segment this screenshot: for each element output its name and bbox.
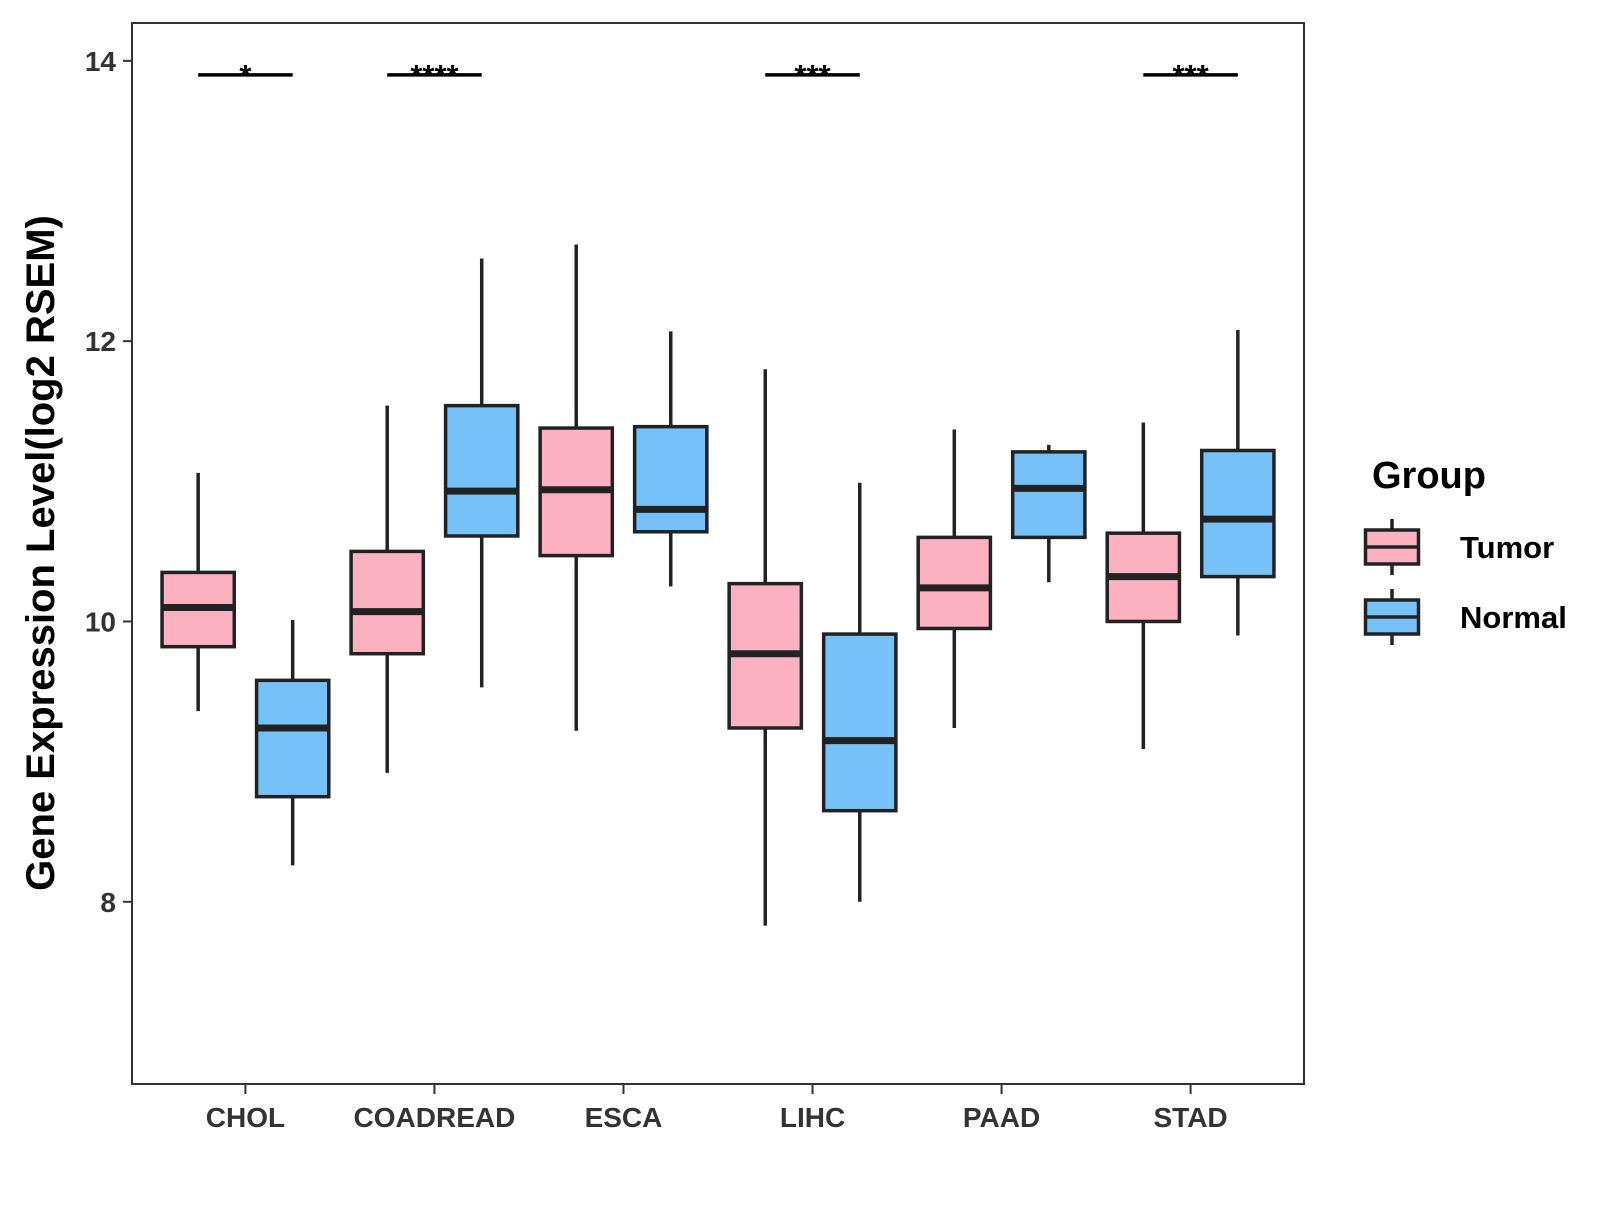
- box-iqr: [1010, 450, 1087, 540]
- x-tick-label: CHOL: [206, 1102, 285, 1133]
- box-tumor-paad: [916, 429, 993, 728]
- box-iqr: [1199, 448, 1276, 579]
- box-normal-paad: [1010, 444, 1087, 583]
- legend-title: Group: [1372, 455, 1486, 497]
- box-normal-coadread: [443, 258, 520, 688]
- x-tick-label: ESCA: [585, 1102, 663, 1133]
- significance-label: ***: [794, 58, 831, 93]
- x-axis: CHOL COADREAD ESCA LIHC PAAD STAD: [206, 1084, 1228, 1133]
- y-tick-label: 14: [85, 46, 117, 77]
- box-iqr: [632, 424, 709, 534]
- significance-label: *: [239, 58, 252, 93]
- box-tumor-stad: [1105, 422, 1182, 750]
- box-normal-lihc: [821, 482, 898, 902]
- box-iqr: [349, 549, 426, 656]
- box-tumor-coadread: [349, 405, 426, 773]
- significance-label: ****: [410, 58, 459, 93]
- significance-annotations: * **** *** ***: [198, 58, 1238, 93]
- legend: Group Tumor Normal: [1363, 455, 1567, 645]
- box-normal-chol: [254, 620, 331, 866]
- legend-key-normal: [1363, 589, 1421, 645]
- box-iqr: [443, 403, 520, 538]
- legend-label: Normal: [1460, 600, 1567, 635]
- box-tumor-chol: [160, 472, 237, 712]
- significance-label: ***: [1172, 58, 1209, 93]
- box-iqr: [254, 678, 331, 799]
- box-series-group: [160, 244, 1276, 926]
- y-tick-label: 10: [85, 606, 116, 637]
- x-tick-label: COADREAD: [354, 1102, 516, 1133]
- y-axis: 8 10 12 14: [85, 46, 132, 918]
- y-tick-label: 12: [85, 326, 116, 357]
- box-iqr: [821, 632, 898, 813]
- x-tick-label: LIHC: [780, 1102, 845, 1133]
- x-tick-label: STAD: [1154, 1102, 1228, 1133]
- legend-label: Tumor: [1460, 530, 1554, 565]
- x-tick-label: PAAD: [963, 1102, 1040, 1133]
- y-axis-title: Gene Expression Level(log2 RSEM): [19, 215, 63, 891]
- legend-key-tumor: [1363, 519, 1421, 575]
- box-normal-stad: [1199, 329, 1276, 636]
- y-tick-label: 8: [100, 887, 116, 918]
- box-tumor-esca: [538, 244, 615, 731]
- box-tumor-lihc: [727, 369, 804, 926]
- box-normal-esca: [632, 331, 709, 587]
- box-iqr: [916, 535, 993, 631]
